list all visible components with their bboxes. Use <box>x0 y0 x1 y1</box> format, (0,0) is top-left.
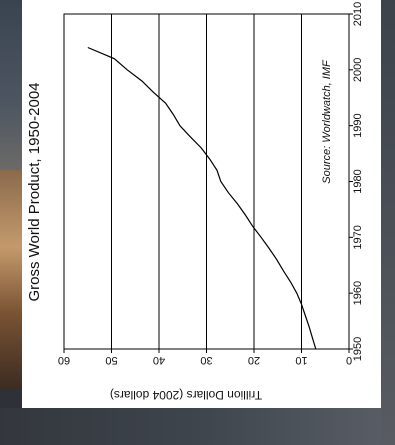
y-tick-label: 0 <box>346 354 352 366</box>
y-tick-label: 50 <box>105 354 117 366</box>
y-tick-label: 40 <box>153 354 165 366</box>
x-tick-label: 1990 <box>352 113 364 137</box>
y-tick-label: 10 <box>295 354 307 366</box>
chart-slide <box>22 0 381 408</box>
x-tick-label: 1970 <box>352 225 364 249</box>
x-tick-label: 1950 <box>352 337 364 361</box>
x-tick-label: 1980 <box>352 169 364 193</box>
x-tick-label: 2010 <box>352 2 364 26</box>
y-tick-label: 30 <box>200 354 212 366</box>
gridlines <box>111 14 302 349</box>
x-tick-label: 1960 <box>352 281 364 305</box>
x-tick-label: 2000 <box>352 58 364 82</box>
background-right-strip <box>381 0 395 445</box>
y-tick-label: 20 <box>248 354 260 366</box>
source-note: Source: Worldwatch, IMF <box>321 59 333 184</box>
y-tick-label: 60 <box>58 354 70 366</box>
y-axis-label: Trillion Dollars (2004 dollars) <box>110 388 262 402</box>
axis-ticks: 0 10 20 30 40 50 60 1950 1960 1970 1980 1990 2000 201… <box>58 2 364 366</box>
series-line <box>87 46 317 350</box>
chart-title: Gross World Product, 1950-2004 <box>26 82 43 301</box>
background-bottom-bar <box>0 408 395 445</box>
